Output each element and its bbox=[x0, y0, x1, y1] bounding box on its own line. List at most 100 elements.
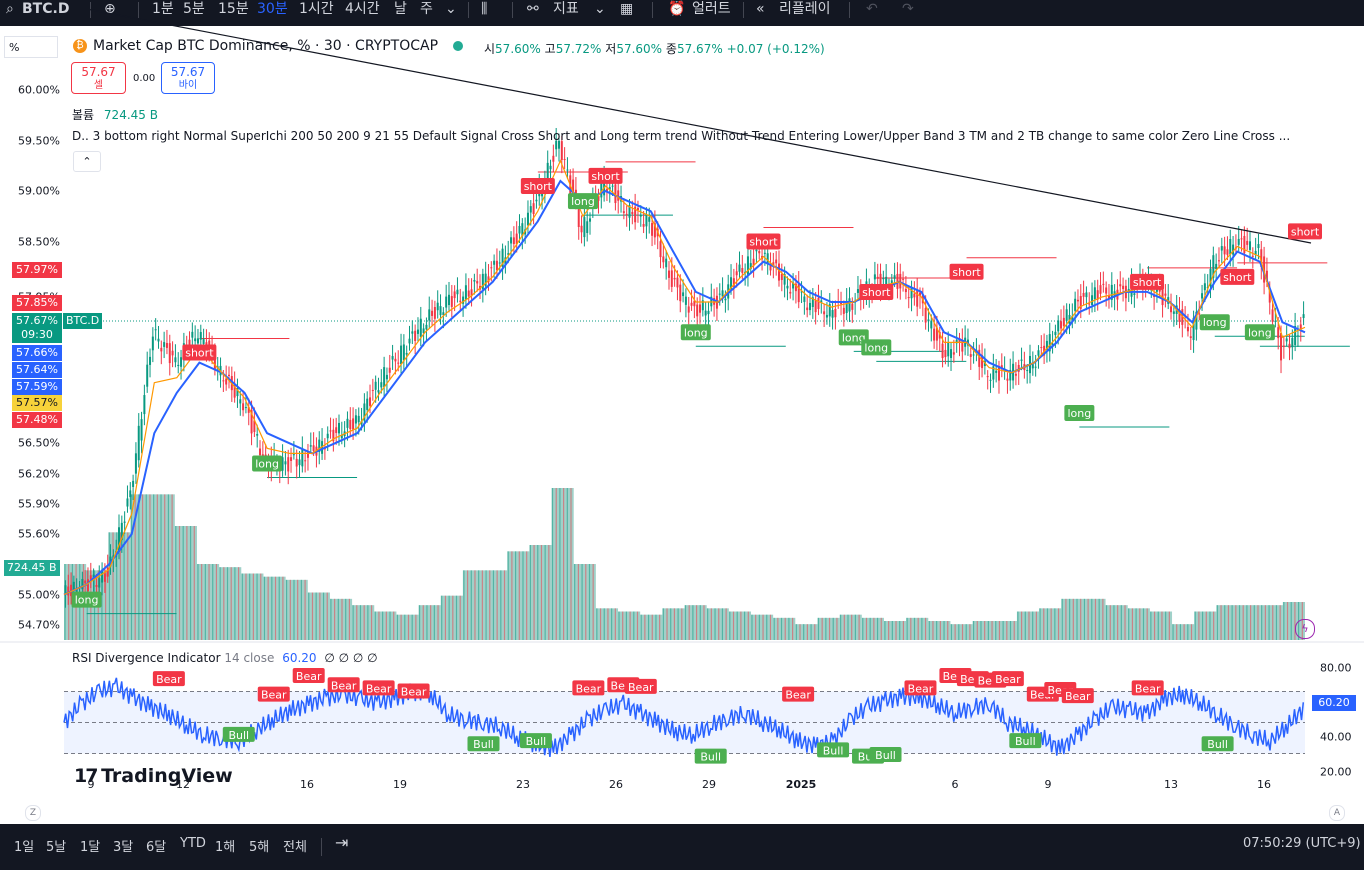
candle-body bbox=[1060, 321, 1063, 329]
price-axis-tick: 55.00% bbox=[18, 588, 60, 602]
indicator-legend[interactable]: D.. 3 bottom right Normal SuperIchi 200 … bbox=[72, 129, 1291, 143]
candle-body bbox=[896, 273, 899, 289]
interval-day[interactable]: 날 bbox=[394, 1, 407, 17]
candle-body bbox=[1020, 359, 1023, 361]
axis-z-button[interactable]: Z bbox=[25, 805, 41, 821]
market-status-dot bbox=[453, 41, 463, 51]
candlestick-icon[interactable]: ⫼ bbox=[481, 1, 488, 17]
bear-divergence-badge bbox=[782, 686, 815, 702]
bear-divergence-label: Bear bbox=[908, 682, 934, 695]
price-axis-tick: 59.00% bbox=[18, 184, 60, 198]
long-signal-label: long bbox=[842, 331, 866, 344]
candle-body bbox=[572, 179, 575, 196]
lightning-icon[interactable]: ϟ bbox=[1295, 619, 1315, 639]
range-1y[interactable]: 1해 bbox=[215, 840, 236, 855]
range-1d[interactable]: 1일 bbox=[14, 840, 35, 855]
candle-body bbox=[433, 307, 436, 319]
candle-body bbox=[1285, 338, 1288, 342]
axis-a-button[interactable]: A bbox=[1329, 805, 1345, 821]
interval-4h[interactable]: 4시간 bbox=[345, 1, 380, 17]
candle-body bbox=[253, 420, 256, 432]
volume-bar bbox=[174, 526, 197, 640]
chart-title[interactable]: Market Cap BTC Dominance, % · 30 · CRYPT… bbox=[93, 38, 439, 54]
candle-body bbox=[1260, 249, 1263, 267]
range-1m[interactable]: 1달 bbox=[80, 840, 101, 855]
range-3m[interactable]: 3달 bbox=[113, 840, 134, 855]
short-signal-badge bbox=[182, 344, 217, 361]
symbol-search[interactable]: BTC.D bbox=[22, 1, 70, 17]
interval-5m[interactable]: 5분 bbox=[183, 1, 205, 17]
interval-1m[interactable]: 1분 bbox=[152, 1, 174, 17]
candle-body bbox=[648, 217, 651, 222]
volume-bar bbox=[507, 551, 530, 640]
candle-body bbox=[332, 429, 335, 442]
undo-icon[interactable]: ↶ bbox=[866, 1, 878, 17]
candle-body bbox=[566, 169, 569, 171]
ohlc-readout: 시57.60% 고57.72% 저57.60% 종57.67% +0.07 (+… bbox=[484, 40, 825, 57]
candle-body bbox=[755, 249, 758, 252]
scale-mode-input[interactable]: % bbox=[4, 36, 58, 58]
short-signal-badge bbox=[1130, 273, 1165, 290]
sell-button[interactable]: 57.67 셀 bbox=[71, 62, 126, 94]
candle-body bbox=[924, 308, 927, 323]
candle-body bbox=[163, 342, 166, 347]
clock-timezone[interactable]: 07:50:29 (UTC+9) bbox=[1243, 836, 1361, 851]
candle-body bbox=[196, 338, 199, 344]
range-all[interactable]: 전체 bbox=[283, 840, 307, 855]
chevron-down-icon[interactable]: ⌄ bbox=[594, 1, 606, 17]
candle-body bbox=[851, 303, 854, 310]
range-ytd[interactable]: YTD bbox=[180, 836, 206, 851]
volume-bar bbox=[1172, 624, 1195, 640]
candle-body bbox=[284, 461, 287, 465]
candle-body bbox=[126, 498, 129, 507]
replay-button[interactable]: 리플레이 bbox=[779, 1, 831, 17]
compare-plus-icon[interactable]: ⊕ bbox=[104, 1, 116, 17]
redo-icon[interactable]: ↷ bbox=[902, 1, 914, 17]
symbol-tag: BTC.D bbox=[63, 313, 103, 329]
candle-body bbox=[154, 329, 157, 331]
candle-body bbox=[450, 296, 453, 307]
interval-30m[interactable]: 30분 bbox=[257, 1, 288, 17]
bull-divergence-badge bbox=[694, 748, 727, 764]
search-icon[interactable]: ⌕ bbox=[6, 1, 14, 17]
alert-button[interactable]: 얼러트 bbox=[692, 1, 731, 17]
candle-body bbox=[447, 294, 450, 306]
candle-body bbox=[1178, 310, 1181, 322]
close-value: 57.67% bbox=[676, 42, 723, 56]
collapse-legend-button[interactable]: ⌃ bbox=[73, 151, 101, 172]
candle-body bbox=[168, 343, 171, 364]
long-signal-badge bbox=[252, 455, 283, 472]
short-signal-label: short bbox=[952, 266, 981, 279]
layout-grid-icon[interactable]: ▦ bbox=[620, 1, 634, 17]
candle-body bbox=[1240, 238, 1243, 240]
interval-15m[interactable]: 15분 bbox=[218, 1, 249, 17]
interval-1h[interactable]: 1시간 bbox=[299, 1, 334, 17]
short-signal-badge bbox=[949, 263, 984, 280]
high-value: 57.72% bbox=[555, 42, 602, 56]
candle-body bbox=[298, 459, 301, 466]
replay-icon[interactable]: « bbox=[756, 1, 765, 17]
indicators-button[interactable]: 지표 bbox=[553, 1, 579, 17]
candle-body bbox=[464, 285, 467, 300]
interval-week[interactable]: 주 bbox=[420, 1, 433, 17]
range-5d[interactable]: 5날 bbox=[46, 840, 67, 855]
candle-body bbox=[873, 274, 876, 280]
candle-body bbox=[414, 330, 417, 341]
volume-value: 724.45 B bbox=[103, 108, 158, 122]
indicators-icon[interactable]: ⚯ bbox=[527, 1, 539, 17]
long-signal-label: long bbox=[1067, 407, 1091, 420]
candle-body bbox=[425, 324, 428, 330]
chevron-down-icon[interactable]: ⌄ bbox=[445, 1, 457, 17]
candle-body bbox=[1057, 320, 1060, 332]
candle-body bbox=[693, 300, 696, 307]
buy-button[interactable]: 57.67 바이 bbox=[161, 62, 215, 94]
candle-body bbox=[1203, 283, 1206, 291]
candle-body bbox=[955, 339, 958, 344]
alert-clock-icon[interactable]: ⏰ bbox=[668, 1, 686, 17]
rsi-legend[interactable]: RSI Divergence Indicator 14 close 60.20 … bbox=[72, 651, 378, 665]
date-range-icon[interactable]: ⇥ bbox=[335, 833, 349, 852]
range-5y[interactable]: 5해 bbox=[249, 840, 270, 855]
range-6m[interactable]: 6달 bbox=[146, 840, 167, 855]
long-signal-badge bbox=[1064, 405, 1095, 422]
